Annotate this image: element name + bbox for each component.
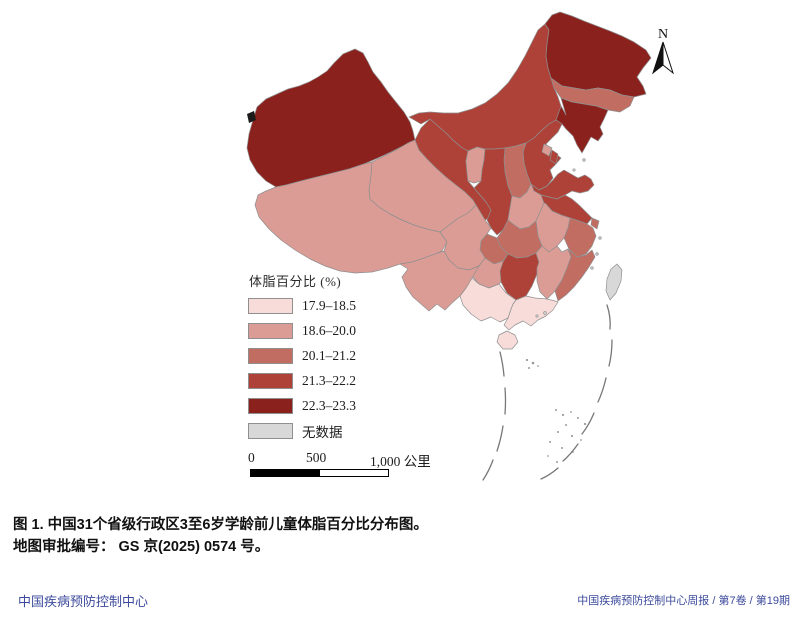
legend-swatch-5 [248, 397, 293, 414]
legend-label-1: 17.9–18.5 [302, 297, 356, 313]
scale-tick-1000: 1,000 公里 [370, 454, 431, 469]
legend-swatch-3 [248, 347, 293, 364]
province-inner-mongolia [408, 23, 567, 152]
scale-tick-500: 500 [306, 450, 327, 465]
legend-label-4: 21.3–22.2 [302, 372, 356, 388]
coastal-islets [535, 158, 602, 318]
north-arrow: N [652, 27, 674, 75]
north-arrow-right-half [662, 41, 674, 75]
legend-label-5: 22.3–23.3 [302, 397, 356, 413]
province-shanghai [590, 217, 600, 230]
province-taiwan [605, 263, 623, 301]
province-tianjin [549, 149, 559, 165]
province-fujian [554, 248, 596, 302]
province-beijing [541, 143, 553, 157]
nine-dash-line [482, 304, 613, 481]
caption-line-2: 地图审批编号： GS 京(2025) 0574 号。 [13, 539, 270, 555]
scale-bar-empty-half [319, 470, 388, 476]
legend-item: 无数据 [248, 422, 356, 440]
west-border-mark [247, 111, 256, 123]
legend-label-3: 20.1–21.2 [302, 347, 356, 363]
province-hunan [499, 252, 540, 301]
legend-swatch-1 [248, 297, 293, 314]
legend-title: 体脂百分比 (%) [249, 274, 342, 289]
province-zhejiang [563, 217, 597, 258]
province-heilongjiang [544, 11, 652, 98]
footer-org-name: 中国疾病预防控制中心 [18, 593, 149, 609]
legend-swatch-2 [248, 322, 293, 339]
province-tibet [254, 161, 448, 274]
caption-line-1: 图 1. 中国31个省级行政区3至6岁学龄前儿童体脂百分比分布图。 [13, 517, 428, 533]
province-hainan [496, 330, 519, 350]
china-choropleth-map: N [246, 11, 674, 481]
legend-label-2: 18.6–20.0 [302, 322, 356, 338]
map-legend: 体脂百分比 (%) 17.9–18.5 18.6–20.0 20.1–21.2 … [248, 271, 356, 447]
north-arrow-label: N [658, 27, 668, 42]
page-footer: 中国疾病预防控制中心 中国疾病预防控制中心周报 / 第7卷 / 第19期 [0, 588, 800, 612]
legend-label-no-data: 无数据 [302, 424, 343, 440]
legend-item: 20.1–21.2 [248, 347, 356, 364]
province-shaanxi [473, 147, 513, 236]
province-yunnan [399, 250, 480, 312]
legend-item: 21.3–22.2 [248, 372, 356, 389]
scale-bar: 0 500 1,000 公里 [246, 450, 456, 480]
province-guangxi [459, 277, 517, 323]
scale-tick-0: 0 [248, 450, 255, 465]
north-arrow-left-half [652, 41, 664, 75]
scale-bar-filled-half [251, 470, 320, 476]
legend-swatch-no-data [248, 422, 293, 439]
legend-item: 22.3–23.3 [248, 397, 356, 414]
footer-journal-info: 中国疾病预防控制中心周报 / 第7卷 / 第19期 [577, 595, 790, 607]
legend-item: 17.9–18.5 [248, 297, 356, 314]
legend-swatch-4 [248, 372, 293, 389]
south-china-sea-islands [525, 358, 587, 463]
scale-bar-rule [250, 469, 389, 477]
figure-caption: 图 1. 中国31个省级行政区3至6岁学龄前儿童体脂百分比分布图。 地图审批编号… [13, 514, 783, 558]
legend-item: 18.6–20.0 [248, 322, 356, 339]
